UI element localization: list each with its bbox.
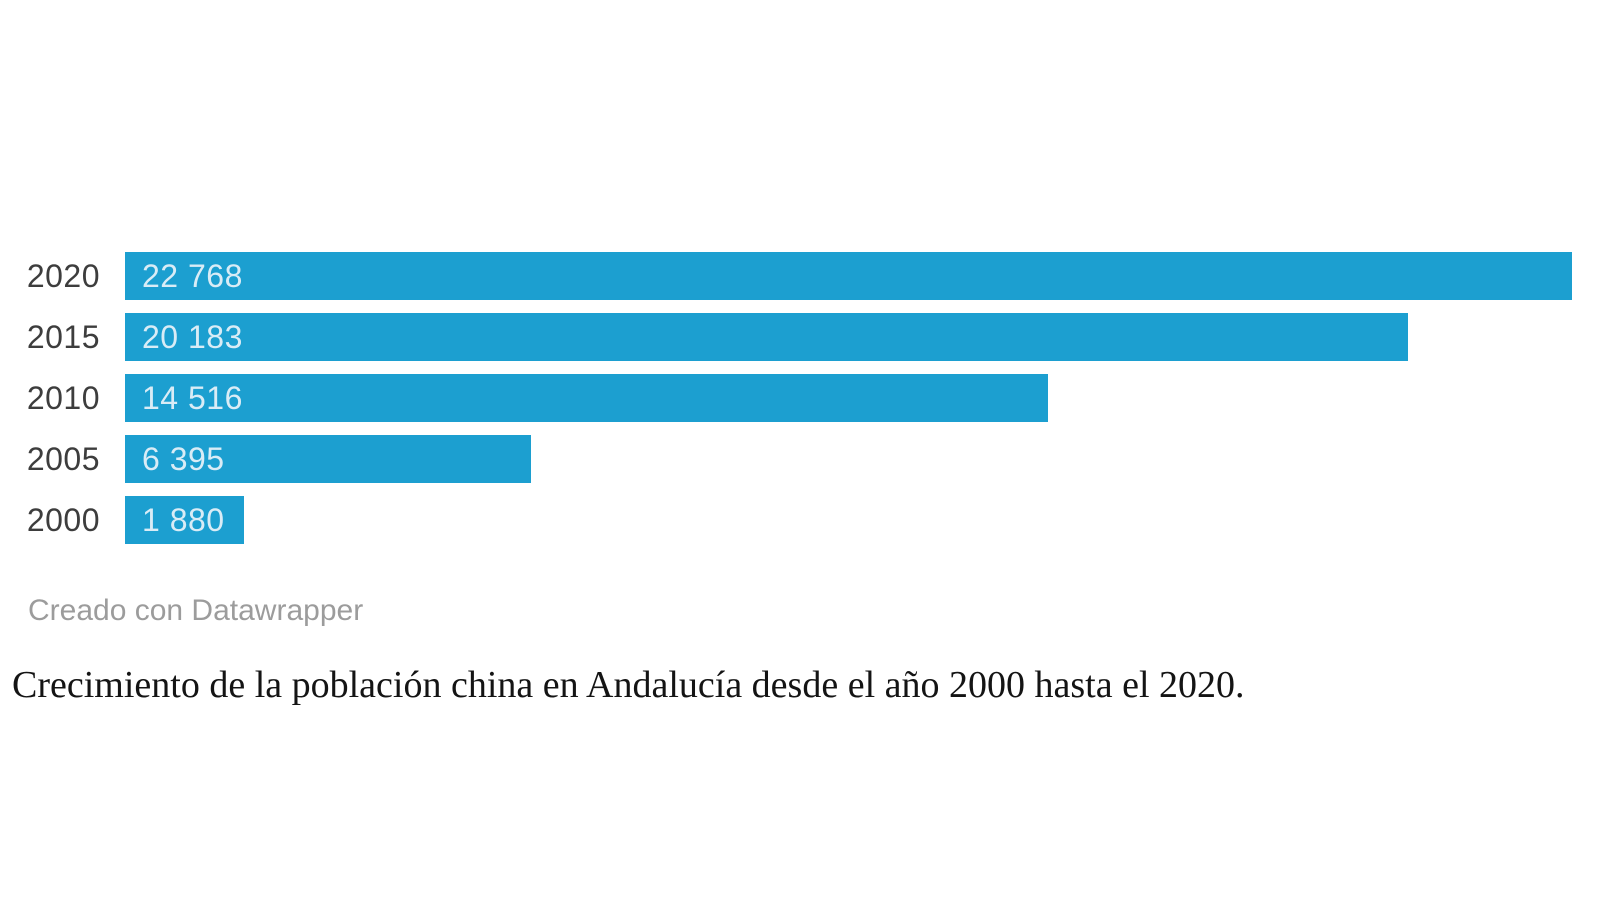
- chart-row: 2010 14 516: [0, 374, 1600, 422]
- chart-row: 2005 6 395: [0, 435, 1600, 483]
- y-axis-label: 2010: [26, 380, 100, 416]
- caption: Crecimiento de la población china en And…: [12, 664, 1245, 706]
- bar-chart: 2020 22 768 2015 20 183 2010 14 516 2005…: [0, 252, 1600, 557]
- bar[interactable]: 1 880: [125, 496, 244, 544]
- y-axis-label: 2020: [26, 258, 100, 294]
- bar-value-label: 20 183: [142, 318, 243, 355]
- chart-row: 2000 1 880: [0, 496, 1600, 544]
- bar-value-label: 14 516: [142, 379, 243, 416]
- bar-value-label: 22 768: [142, 257, 243, 294]
- bar-track: 6 395: [125, 435, 1600, 483]
- y-axis-label: 2000: [26, 502, 100, 538]
- y-axis-label: 2015: [26, 319, 100, 355]
- bar-track: 1 880: [125, 496, 1600, 544]
- bar-value-label: 6 395: [142, 440, 225, 477]
- bar[interactable]: 6 395: [125, 435, 531, 483]
- bar[interactable]: 20 183: [125, 313, 1408, 361]
- bar-track: 14 516: [125, 374, 1600, 422]
- bar[interactable]: 14 516: [125, 374, 1048, 422]
- bar[interactable]: 22 768: [125, 252, 1572, 300]
- chart-row: 2015 20 183: [0, 313, 1600, 361]
- bar-value-label: 1 880: [142, 501, 225, 538]
- datawrapper-attribution-link[interactable]: Creado con Datawrapper: [28, 594, 364, 627]
- bar-track: 22 768: [125, 252, 1600, 300]
- chart-row: 2020 22 768: [0, 252, 1600, 300]
- y-axis-label: 2005: [26, 441, 100, 477]
- bar-track: 20 183: [125, 313, 1600, 361]
